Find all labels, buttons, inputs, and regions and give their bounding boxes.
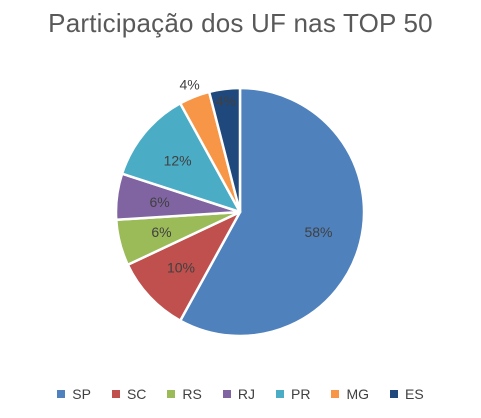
data-label-sc: 10% — [167, 259, 195, 275]
data-label-es: 4% — [216, 93, 236, 109]
legend-item-rs: RS — [167, 386, 202, 402]
legend-swatch — [276, 390, 284, 398]
pie-slice-es — [207, 86, 242, 214]
data-label-rs: 6% — [151, 224, 171, 240]
legend-label: RS — [182, 386, 202, 402]
legend-item-mg: MG — [331, 386, 369, 402]
data-label-mg: 4% — [179, 77, 199, 93]
chart-legend: SP SC RS RJ PR MG ES — [0, 386, 481, 402]
legend-label: RJ — [237, 386, 255, 402]
data-label-rj: 6% — [149, 194, 169, 210]
legend-label: SC — [126, 386, 147, 402]
legend-label: SP — [72, 386, 91, 402]
data-label-pr: 12% — [164, 152, 192, 168]
legend-swatch — [222, 390, 231, 398]
legend-item-sp: SP — [57, 386, 91, 402]
legend-item-es: ES — [390, 386, 424, 402]
legend-item-pr: PR — [276, 386, 310, 402]
legend-swatch — [57, 390, 66, 398]
legend-swatch — [331, 390, 340, 398]
legend-label: MG — [346, 386, 370, 402]
pie-slice-pr — [120, 102, 242, 214]
legend-label: PR — [291, 386, 311, 402]
legend-swatch — [111, 390, 120, 398]
legend-item-sc: SC — [111, 386, 147, 402]
data-label-sp: 58% — [304, 224, 332, 240]
pie-slice-sc — [126, 210, 242, 322]
legend-swatch — [390, 390, 399, 398]
pie-slice-sp — [179, 86, 366, 338]
legend-label: ES — [405, 386, 424, 402]
chart-title: Participação dos UF nas TOP 50 — [48, 8, 433, 38]
legend-swatch — [167, 390, 176, 398]
legend-item-rj: RJ — [222, 386, 255, 402]
